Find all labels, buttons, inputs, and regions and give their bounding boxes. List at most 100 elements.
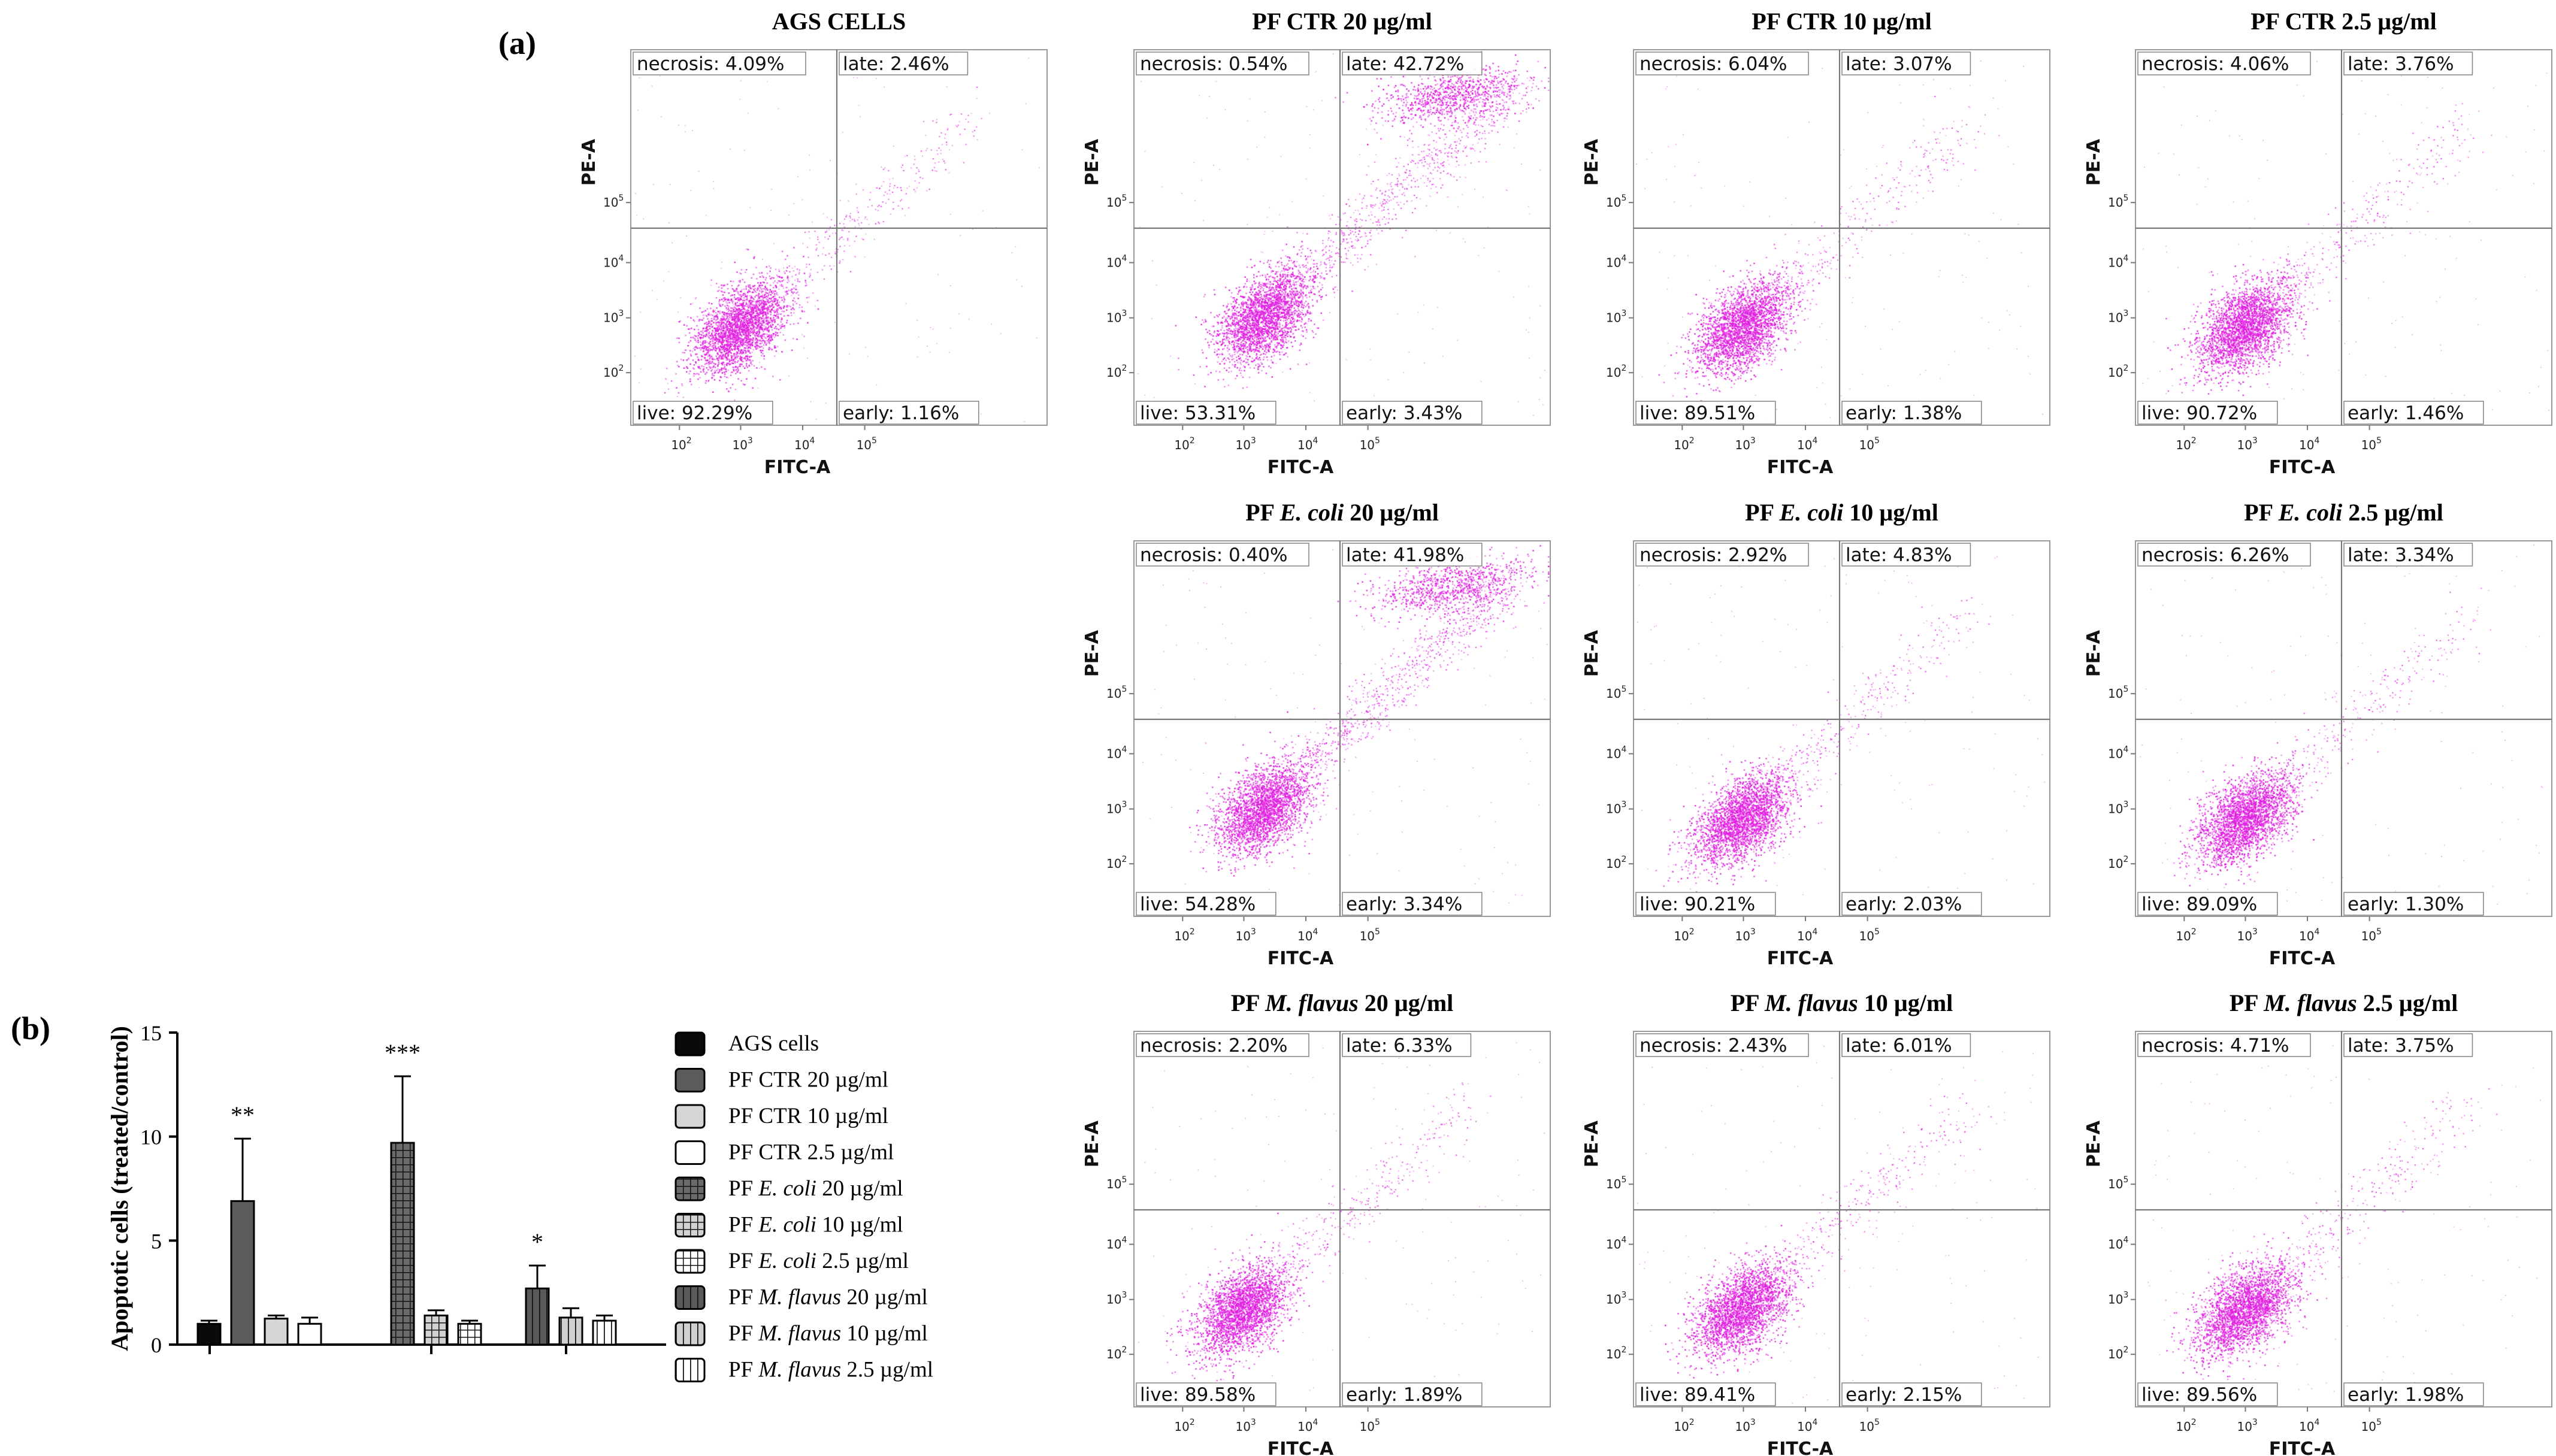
flow-panel-title: PF M. flavus 20 µg/ml (1231, 989, 1454, 1016)
y-tick-label: 102 (2108, 1345, 2128, 1361)
x-axis-label: FITC-A (1767, 948, 1834, 969)
x-tick-label: 103 (732, 436, 752, 452)
legend-swatch (676, 1250, 704, 1273)
x-axis-label: FITC-A (1268, 457, 1334, 478)
flow-panel-title: PF CTR 20 µg/ml (1252, 8, 1432, 35)
legend-swatch (676, 1069, 704, 1092)
quadrant-label-necrosis: necrosis: 2.20% (1140, 1035, 1288, 1057)
flow-panel-title: PF M. flavus 10 µg/ml (1731, 989, 1953, 1016)
y-tick-label: 105 (1106, 1175, 1127, 1191)
y-tick-label: 102 (1606, 1345, 1626, 1361)
y-tick-label: 103 (1606, 309, 1626, 325)
x-tick-label: 103 (1235, 1418, 1256, 1434)
quadrant-label-early: early: 1.38% (1846, 402, 1962, 424)
x-tick-label: 105 (1859, 927, 1880, 943)
legend-swatch (676, 1105, 704, 1128)
quadrant-label-live: live: 53.31% (1140, 402, 1256, 424)
quadrant-label-early: early: 2.03% (1846, 894, 1962, 915)
figure-canvas: (a) (b) AGS CELLSnecrosis: 4.09% late: 2.… (0, 0, 2556, 1456)
x-tick-label: 104 (1297, 927, 1318, 943)
y-tick-label: 105 (2108, 1175, 2128, 1191)
quadrant-label-necrosis: necrosis: 0.54% (1140, 53, 1288, 75)
legend-entry: AGS cells (728, 1031, 819, 1056)
quadrant-label-early: early: 1.30% (2348, 894, 2464, 915)
x-tick-label: 104 (2299, 436, 2319, 452)
y-tick-label: 104 (2108, 745, 2128, 761)
y-tick-label: 102 (1106, 1345, 1127, 1361)
y-axis-label: PE-A (1581, 629, 1602, 677)
x-tick-label: 105 (1859, 436, 1880, 452)
x-tick-label: 102 (1174, 927, 1194, 943)
quadrant-label-live: live: 90.72% (2141, 402, 2257, 424)
quadrant-label-live: live: 89.51% (1640, 402, 1755, 424)
x-tick-label: 104 (2299, 1418, 2319, 1434)
significance-marker: * (531, 1228, 543, 1255)
flow-panel-title: PF CTR 10 µg/ml (1752, 8, 1931, 35)
x-tick-label: 104 (1797, 436, 1817, 452)
quadrant-label-late: late: 42.72% (1346, 53, 1464, 75)
quadrant-label-necrosis: necrosis: 6.26% (2141, 544, 2289, 566)
quadrant-label-early: early: 1.98% (2348, 1384, 2464, 1406)
x-tick-label: 104 (1297, 1418, 1318, 1434)
legend-swatch (676, 1214, 704, 1237)
x-tick-label: 102 (2176, 436, 2196, 452)
y-axis-label: PE-A (1581, 1120, 1602, 1167)
x-tick-label: 103 (1735, 927, 1755, 943)
quadrant-label-live: live: 89.58% (1140, 1384, 1256, 1406)
quadrant-label-necrosis: necrosis: 4.06% (2141, 53, 2289, 75)
legend-entry: PF M. flavus 20 µg/ml (728, 1285, 928, 1310)
flow-plot-frame (2135, 1031, 2552, 1407)
x-tick-label: 105 (1360, 436, 1380, 452)
bar (559, 1318, 582, 1345)
y-tick-label: 105 (1606, 193, 1626, 210)
y-tick-label: 102 (1106, 855, 1127, 871)
x-axis-label: FITC-A (1767, 1439, 1834, 1456)
flow-panel-title: PF E. coli 20 µg/ml (1245, 499, 1439, 526)
quadrant-label-early: early: 3.43% (1346, 402, 1462, 424)
flow-plot-frame (2135, 50, 2552, 425)
y-tick-label: 102 (603, 364, 624, 380)
quadrant-label-early: early: 1.89% (1346, 1384, 1462, 1406)
y-tick-label: 105 (1606, 685, 1626, 701)
y-tick-label: 103 (2108, 309, 2128, 325)
y-tick-label: 104 (1106, 1236, 1127, 1252)
x-tick-label: 103 (2237, 927, 2257, 943)
x-tick-label: 104 (2299, 927, 2319, 943)
legend-swatch (676, 1287, 704, 1309)
y-tick-label: 104 (2108, 254, 2128, 270)
x-axis-label: FITC-A (2269, 457, 2336, 478)
x-tick-label: 104 (1797, 927, 1817, 943)
x-tick-label: 104 (794, 436, 815, 452)
y-tick-label: 103 (603, 309, 624, 325)
x-tick-label: 103 (2237, 436, 2257, 452)
x-tick-label: 104 (1297, 436, 1318, 452)
quadrant-label-necrosis: necrosis: 4.09% (637, 53, 785, 75)
bar-y-tick-label: 10 (140, 1125, 162, 1149)
x-axis-label: FITC-A (2269, 1439, 2336, 1456)
x-tick-label: 103 (2237, 1418, 2257, 1434)
y-tick-label: 104 (1106, 745, 1127, 761)
y-tick-label: 102 (1106, 364, 1127, 380)
bar (265, 1319, 288, 1345)
bar (458, 1324, 481, 1345)
quadrant-label-live: live: 89.41% (1640, 1384, 1755, 1406)
x-tick-label: 105 (2361, 1418, 2382, 1434)
legend-entry: PF E. coli 10 µg/ml (728, 1213, 903, 1237)
quadrant-label-necrosis: necrosis: 2.43% (1640, 1035, 1787, 1057)
y-axis-label: PE-A (2083, 138, 2104, 186)
x-axis-label: FITC-A (764, 457, 831, 478)
legend-swatch (676, 1142, 704, 1164)
y-tick-label: 105 (603, 193, 624, 210)
quadrant-label-early: early: 1.16% (843, 402, 959, 424)
x-axis-label: FITC-A (2269, 948, 2336, 969)
quadrant-label-live: live: 89.56% (2141, 1384, 2257, 1406)
y-tick-label: 104 (2108, 1236, 2128, 1252)
significance-marker: *** (385, 1039, 421, 1066)
y-tick-label: 105 (2108, 193, 2128, 210)
